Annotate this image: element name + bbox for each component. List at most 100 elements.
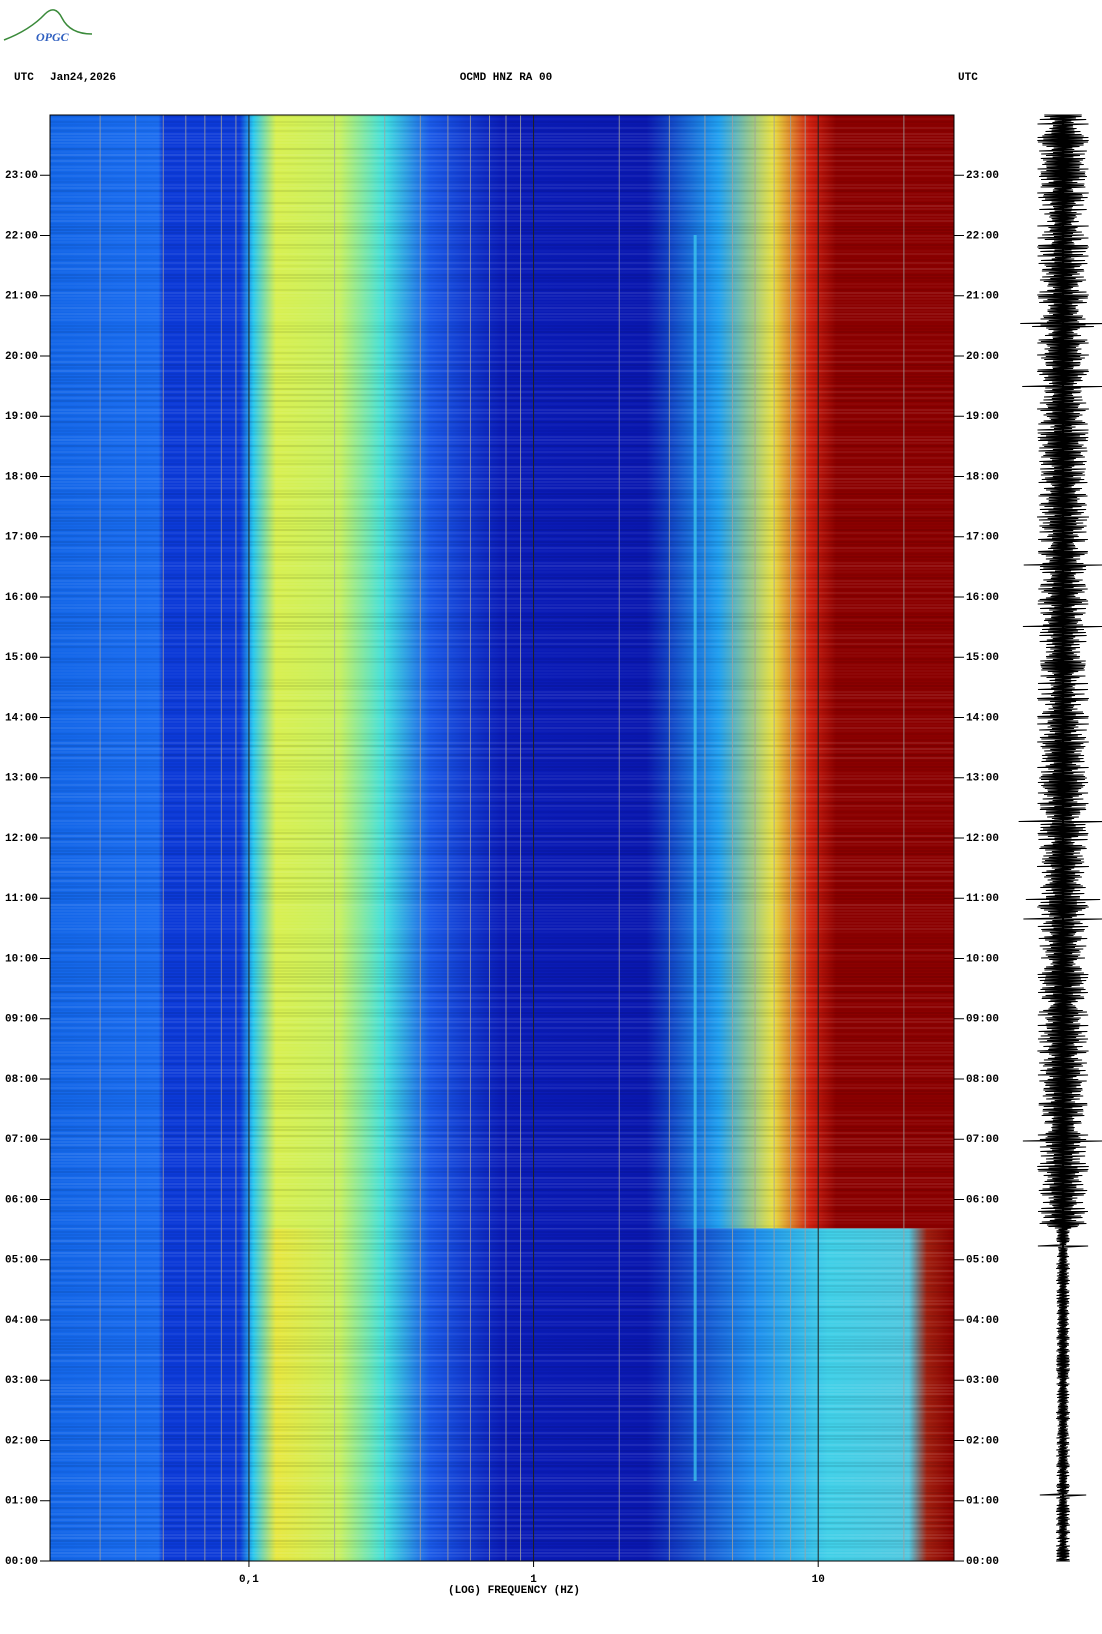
spectrogram-stripe — [50, 361, 954, 363]
spectrogram-stripe — [50, 1507, 954, 1509]
spectrogram-stripe — [50, 1336, 954, 1338]
spectrogram-stripe — [50, 598, 954, 600]
spectrogram-stripe — [50, 1489, 954, 1491]
spectrogram-stripe — [50, 970, 954, 972]
spectrogram-stripe — [50, 1273, 954, 1275]
spectrogram-stripe — [50, 757, 954, 759]
spectrogram-stripe — [50, 1450, 954, 1452]
spectrogram-stripe — [50, 1300, 954, 1302]
y-tick-label-right: 05:00 — [966, 1255, 999, 1267]
spectrogram-stripe — [50, 511, 954, 513]
spectrogram-stripe — [50, 313, 954, 315]
y-tick-label-right: 12:00 — [966, 833, 999, 845]
spectrogram-stripe — [50, 727, 954, 729]
spectrogram-stripe — [50, 592, 954, 594]
x-tick-label: 10 — [812, 1574, 825, 1586]
spectrogram-stripe — [50, 1402, 954, 1404]
date: Jan24,2026 — [50, 72, 116, 84]
y-tick-label-right: 06:00 — [966, 1194, 999, 1206]
spectrogram-stripe — [50, 166, 954, 168]
spectrogram-stripe — [50, 1411, 954, 1413]
y-tick-label-right: 07:00 — [966, 1134, 999, 1146]
spectrogram-stripe — [50, 214, 954, 216]
spectrogram-stripe — [50, 1162, 954, 1164]
spectrogram-stripe — [50, 640, 954, 642]
spectrogram-stripe — [50, 385, 954, 387]
spectrogram-stripe — [50, 406, 954, 408]
y-tick-label-right: 15:00 — [966, 652, 999, 664]
spectrogram-stripe — [50, 1456, 954, 1458]
spectrogram-stripe — [50, 1012, 954, 1014]
spectrogram-stripe — [50, 1204, 954, 1206]
spectrogram-stripe — [50, 1429, 954, 1431]
y-tick-label: 03:00 — [5, 1375, 38, 1387]
spectrogram-stripe — [50, 1321, 954, 1323]
spectrogram-stripe — [50, 1459, 954, 1461]
spectrogram-stripe — [50, 190, 954, 192]
spectrogram-stripe — [50, 1318, 954, 1320]
y-tick-label: 16:00 — [5, 592, 38, 604]
x-axis-label: (LOG) FREQUENCY (HZ) — [448, 1585, 580, 1597]
spectrogram-stripe — [50, 1405, 954, 1407]
spectrogram-stripe — [50, 1156, 954, 1158]
y-tick-label: 00:00 — [5, 1556, 38, 1568]
y-tick-label: 15:00 — [5, 652, 38, 664]
spectrogram-stripe — [50, 1015, 954, 1017]
spectrogram-stripe — [50, 514, 954, 516]
spectrogram-stripe — [50, 1189, 954, 1191]
spectrogram-stripe — [50, 1135, 954, 1137]
spectrogram-stripe — [50, 130, 954, 132]
y-tick-label-right: 01:00 — [966, 1496, 999, 1508]
spectrogram-stripe — [50, 745, 954, 747]
spectrogram-stripe — [50, 247, 954, 249]
spectrogram-stripe — [50, 1495, 954, 1497]
spectrogram-stripe — [50, 943, 954, 945]
spectrogram-stripe — [50, 418, 954, 420]
spectrogram-stripe — [50, 1546, 954, 1548]
spectrogram-stripe — [50, 1309, 954, 1311]
spectrogram-stripe — [50, 709, 954, 711]
spectrogram-stripe — [50, 1342, 954, 1344]
spectrogram-stripe — [50, 394, 954, 396]
spectrogram-stripe — [50, 1219, 954, 1221]
spectrogram-stripe — [50, 679, 954, 681]
right-label: UTC — [958, 72, 978, 84]
spectrogram-stripe — [50, 694, 954, 696]
y-tick-label: 05:00 — [5, 1255, 38, 1267]
spectrogram-stripe — [50, 1006, 954, 1008]
spectrogram-stripe — [50, 277, 954, 279]
spectrogram-stripe — [50, 373, 954, 375]
spectrogram-stripe — [50, 1549, 954, 1551]
spectrogram-stripe — [50, 979, 954, 981]
spectrogram-stripe — [50, 1063, 954, 1065]
spectrogram-stripe — [50, 205, 954, 207]
spectrogram-stripe — [50, 436, 954, 438]
spectrogram-stripe — [50, 1408, 954, 1410]
spectrogram-stripe — [50, 832, 954, 834]
spectrogram-stripe — [50, 1027, 954, 1029]
spectrogram-stripe — [50, 1078, 954, 1080]
y-tick-label: 13:00 — [5, 773, 38, 785]
spectrogram-stripe — [50, 1303, 954, 1305]
spectrogram-stripe — [50, 142, 954, 144]
spectrogram-stripe — [50, 499, 954, 501]
spectrogram-stripe — [50, 688, 954, 690]
spectrogram-stripe — [50, 925, 954, 927]
spectrogram-stripe — [50, 1153, 954, 1155]
spectrogram-stripe — [50, 646, 954, 648]
spectrogram-stripe — [50, 1348, 954, 1350]
spectrogram-stripe — [50, 1075, 954, 1077]
spectrogram-stripe — [50, 535, 954, 537]
spectrogram-stripe — [50, 793, 954, 795]
spectrogram-stripe — [50, 700, 954, 702]
y-tick-label-right: 00:00 — [966, 1556, 999, 1568]
spectrogram-stripe — [50, 1543, 954, 1545]
spectrogram-stripe — [50, 865, 954, 867]
spectrogram-stripe — [50, 379, 954, 381]
spectrogram-stripe — [50, 706, 954, 708]
spectrogram-stripe — [50, 376, 954, 378]
spectrogram-stripe — [50, 1255, 954, 1257]
y-tick-label: 12:00 — [5, 833, 38, 845]
spectrogram-stripe — [50, 331, 954, 333]
spectrogram-stripe — [50, 682, 954, 684]
